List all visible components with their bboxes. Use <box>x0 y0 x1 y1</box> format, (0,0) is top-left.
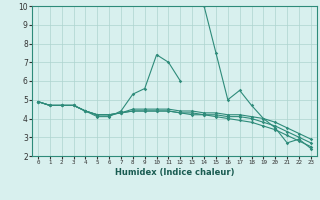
X-axis label: Humidex (Indice chaleur): Humidex (Indice chaleur) <box>115 168 234 177</box>
